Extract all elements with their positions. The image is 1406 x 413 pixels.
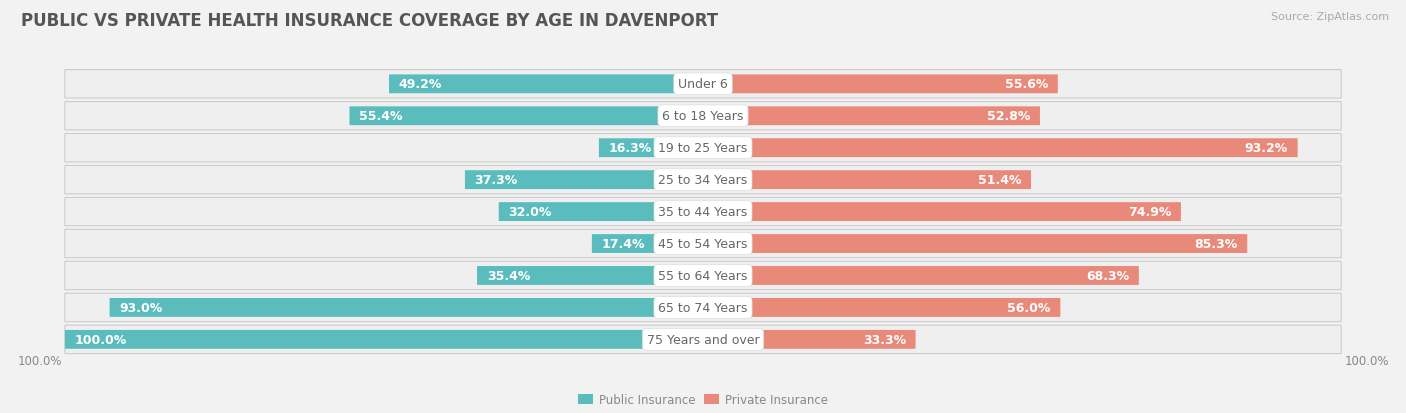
FancyBboxPatch shape — [599, 139, 703, 158]
Text: 100.0%: 100.0% — [17, 354, 62, 367]
FancyBboxPatch shape — [65, 330, 703, 349]
Text: 32.0%: 32.0% — [509, 206, 551, 218]
Text: 37.3%: 37.3% — [475, 174, 517, 187]
Text: 35.4%: 35.4% — [486, 269, 530, 282]
Text: 55.4%: 55.4% — [359, 110, 402, 123]
Text: 56.0%: 56.0% — [1007, 301, 1050, 314]
FancyBboxPatch shape — [65, 71, 1341, 99]
FancyBboxPatch shape — [477, 266, 703, 285]
FancyBboxPatch shape — [703, 235, 1247, 253]
FancyBboxPatch shape — [65, 230, 1341, 258]
Text: 35 to 44 Years: 35 to 44 Years — [658, 206, 748, 218]
Text: 51.4%: 51.4% — [977, 174, 1021, 187]
Text: 16.3%: 16.3% — [609, 142, 652, 155]
FancyBboxPatch shape — [592, 235, 703, 253]
Legend: Public Insurance, Private Insurance: Public Insurance, Private Insurance — [574, 389, 832, 411]
Text: Source: ZipAtlas.com: Source: ZipAtlas.com — [1271, 12, 1389, 22]
Text: 25 to 34 Years: 25 to 34 Years — [658, 174, 748, 187]
FancyBboxPatch shape — [703, 107, 1040, 126]
Text: 65 to 74 Years: 65 to 74 Years — [658, 301, 748, 314]
FancyBboxPatch shape — [350, 107, 703, 126]
Text: 6 to 18 Years: 6 to 18 Years — [662, 110, 744, 123]
Text: 85.3%: 85.3% — [1194, 237, 1237, 250]
FancyBboxPatch shape — [499, 203, 703, 221]
Text: 52.8%: 52.8% — [987, 110, 1031, 123]
Text: 68.3%: 68.3% — [1085, 269, 1129, 282]
Text: PUBLIC VS PRIVATE HEALTH INSURANCE COVERAGE BY AGE IN DAVENPORT: PUBLIC VS PRIVATE HEALTH INSURANCE COVER… — [21, 12, 718, 30]
Text: 93.2%: 93.2% — [1244, 142, 1288, 155]
FancyBboxPatch shape — [65, 294, 1341, 322]
Text: 74.9%: 74.9% — [1128, 206, 1171, 218]
Text: 55 to 64 Years: 55 to 64 Years — [658, 269, 748, 282]
FancyBboxPatch shape — [465, 171, 703, 190]
FancyBboxPatch shape — [703, 266, 1139, 285]
FancyBboxPatch shape — [703, 171, 1031, 190]
FancyBboxPatch shape — [65, 134, 1341, 163]
FancyBboxPatch shape — [703, 139, 1298, 158]
FancyBboxPatch shape — [703, 298, 1060, 317]
Text: 19 to 25 Years: 19 to 25 Years — [658, 142, 748, 155]
Text: 45 to 54 Years: 45 to 54 Years — [658, 237, 748, 250]
Text: 17.4%: 17.4% — [602, 237, 645, 250]
FancyBboxPatch shape — [65, 261, 1341, 290]
Text: 55.6%: 55.6% — [1005, 78, 1047, 91]
FancyBboxPatch shape — [65, 102, 1341, 131]
FancyBboxPatch shape — [703, 330, 915, 349]
Text: 49.2%: 49.2% — [399, 78, 441, 91]
FancyBboxPatch shape — [65, 166, 1341, 195]
Text: 100.0%: 100.0% — [1344, 354, 1389, 367]
Text: 33.3%: 33.3% — [863, 333, 905, 346]
FancyBboxPatch shape — [65, 198, 1341, 226]
FancyBboxPatch shape — [110, 298, 703, 317]
Text: 100.0%: 100.0% — [75, 333, 127, 346]
FancyBboxPatch shape — [65, 325, 1341, 354]
FancyBboxPatch shape — [703, 75, 1057, 94]
Text: 75 Years and over: 75 Years and over — [647, 333, 759, 346]
FancyBboxPatch shape — [703, 203, 1181, 221]
FancyBboxPatch shape — [389, 75, 703, 94]
Text: Under 6: Under 6 — [678, 78, 728, 91]
Text: 93.0%: 93.0% — [120, 301, 163, 314]
